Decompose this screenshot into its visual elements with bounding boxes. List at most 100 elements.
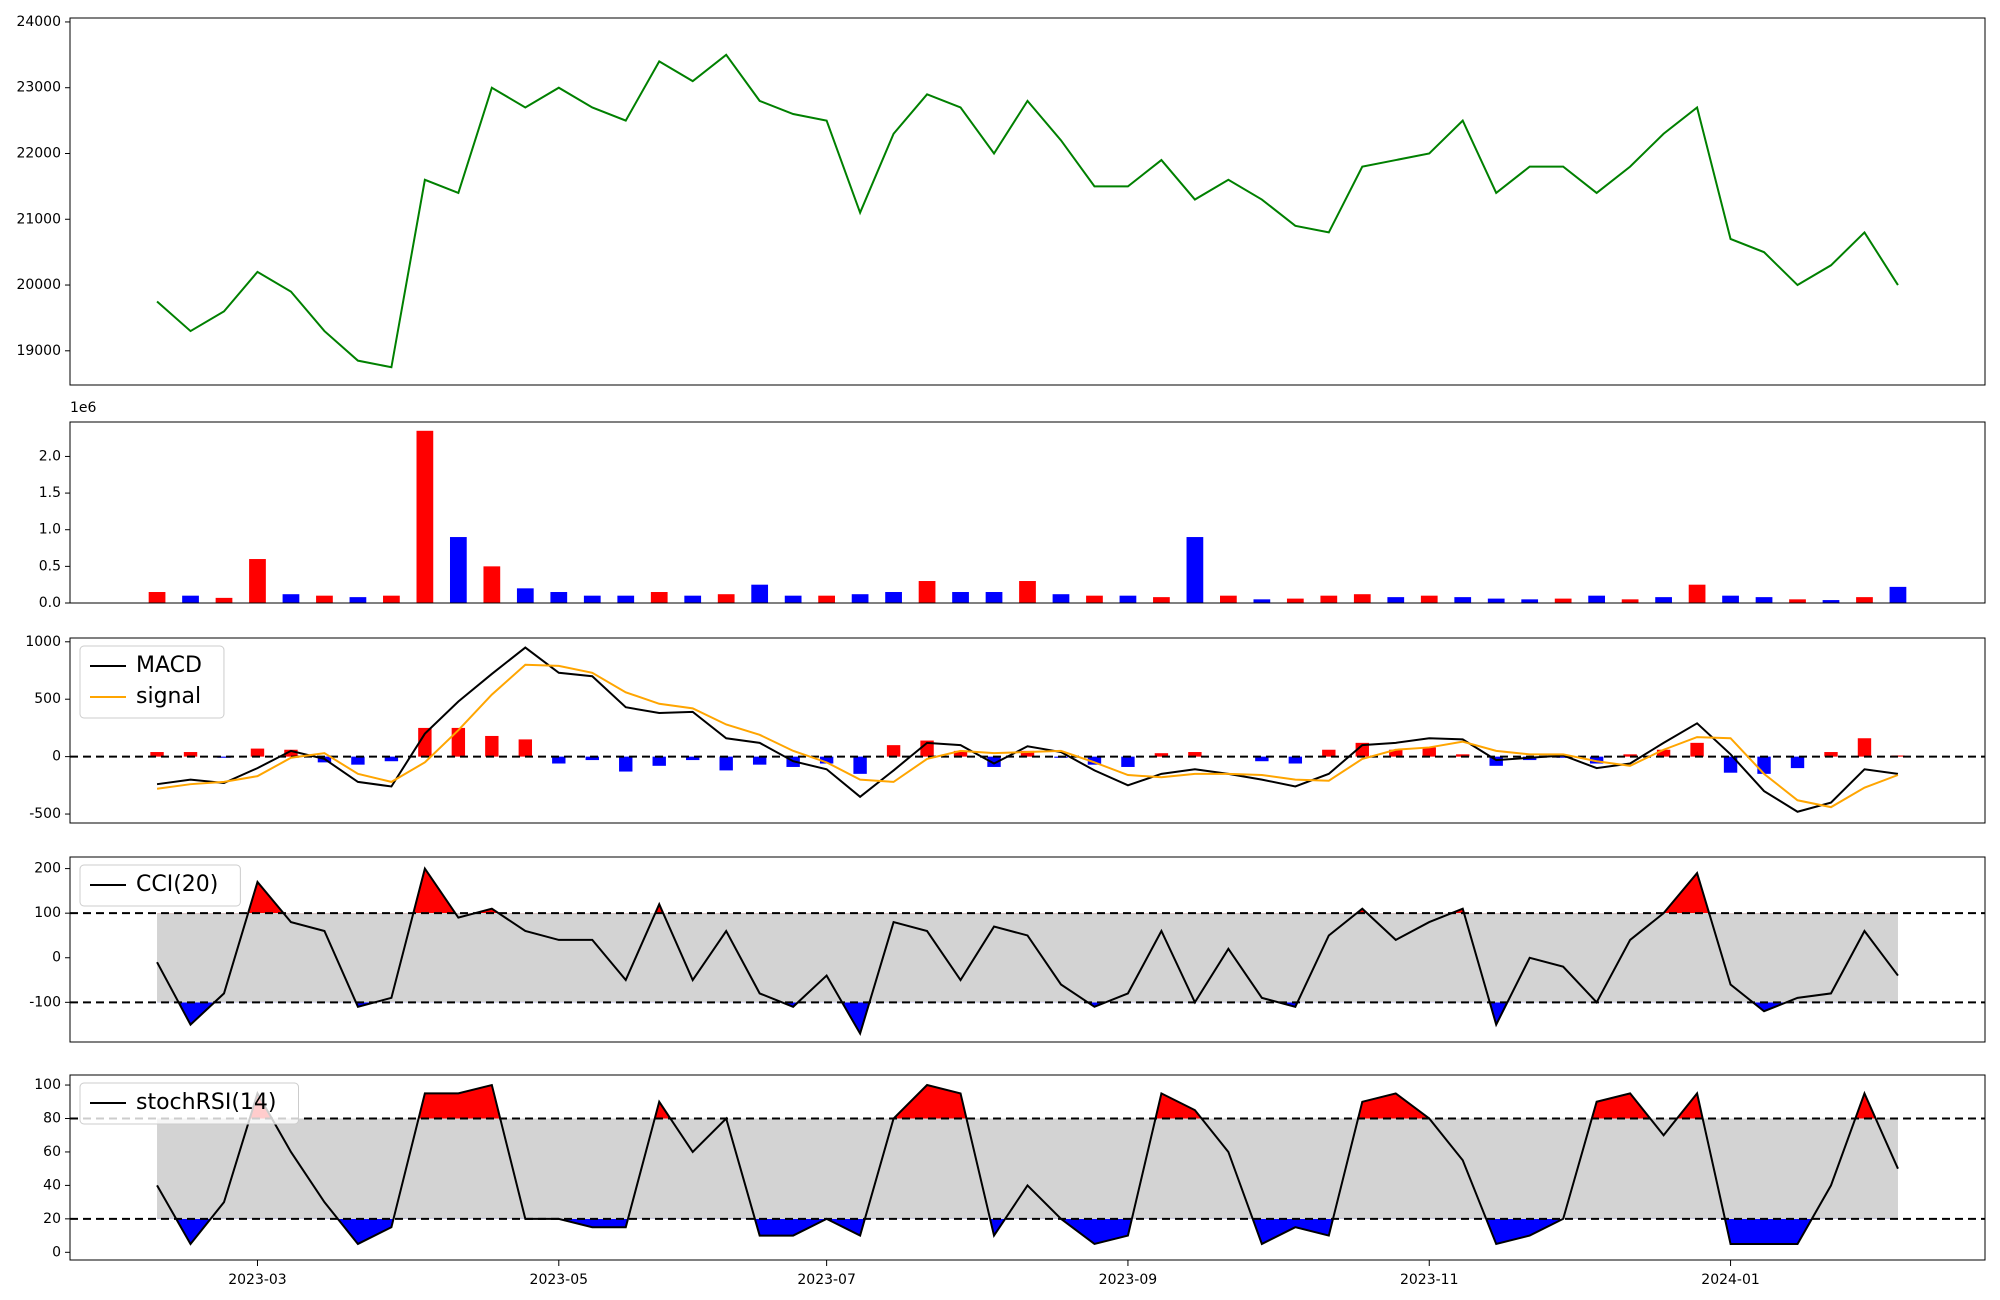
volume-bar (1789, 599, 1806, 603)
volume-bar (1186, 537, 1204, 603)
histogram-bar (1355, 742, 1369, 757)
histogram-bar (585, 756, 599, 761)
volume-bar (818, 595, 835, 603)
series-line (156, 646, 1899, 813)
y-tick-label: 200 (34, 861, 61, 877)
histogram-bar (418, 727, 432, 757)
legend-box (79, 1082, 299, 1125)
volume-bar (1387, 597, 1405, 603)
histogram-bar (217, 756, 231, 758)
y-tick-label: 0 (52, 950, 61, 966)
histogram-bar (1824, 752, 1838, 757)
histogram-bar (485, 735, 499, 757)
histogram-bar (1790, 756, 1805, 769)
volume-bar (1454, 597, 1472, 603)
volume-bar (985, 592, 1003, 603)
volume-bar (1688, 584, 1706, 603)
volume-bar (516, 588, 534, 603)
y-tick-label: 0 (52, 1244, 61, 1260)
x-tick-label: 2024-01 (1701, 1272, 1760, 1288)
histogram-bar (1690, 742, 1704, 757)
volume-bar (1253, 599, 1271, 603)
histogram-bar (1020, 750, 1035, 757)
y-tick-label: 100 (34, 1077, 61, 1093)
histogram-bar (1154, 753, 1169, 757)
legend-label: signal (136, 684, 201, 709)
histogram-bar (351, 756, 365, 765)
volume-bar (1655, 597, 1672, 603)
volume-bar (1856, 597, 1873, 603)
volume-bar (885, 592, 902, 603)
legend-box (79, 864, 241, 907)
y-tick-label: 20 (43, 1211, 61, 1227)
histogram-bar (1723, 756, 1738, 773)
histogram-bar (1456, 754, 1470, 757)
histogram-bar (518, 739, 533, 757)
axis-offset-label: 1e6 (70, 400, 97, 416)
volume-bar (449, 537, 467, 603)
volume-bar (215, 597, 233, 603)
histogram-bar (719, 756, 733, 771)
volume-bar (1822, 600, 1840, 603)
histogram-bar (451, 727, 466, 757)
histogram-bar (1589, 756, 1604, 764)
y-tick-label: 23000 (16, 80, 61, 96)
volume-bar (1722, 595, 1739, 603)
volume-bar (282, 594, 300, 603)
volume-bar (952, 592, 969, 603)
y-tick-label: 500 (34, 691, 61, 707)
histogram-bar (886, 745, 901, 757)
series-line (156, 1083, 1899, 1246)
volume-bar (1521, 599, 1539, 603)
x-tick-label: 2023-07 (797, 1272, 856, 1288)
volume-bar (784, 595, 802, 603)
volume-bar (717, 594, 735, 603)
volume-bar (148, 592, 166, 603)
histogram-bar (819, 756, 834, 764)
histogram-bar (1121, 756, 1135, 767)
threshold-band (157, 1118, 1898, 1219)
legend: MACD signal (79, 645, 225, 719)
histogram-bar (853, 756, 867, 774)
histogram-bar (752, 756, 767, 765)
legend-label: MACD (136, 653, 202, 678)
legend-box (79, 645, 225, 719)
volume-bar (918, 581, 936, 603)
volume-bar (684, 595, 702, 603)
volume-bar (1889, 586, 1907, 603)
histogram-bar (150, 752, 164, 757)
panel-frame (69, 17, 1986, 386)
volume-bar (1220, 595, 1237, 603)
x-tick-label: 2023-09 (1099, 1272, 1158, 1288)
volume-bar (1286, 598, 1304, 603)
series-line (156, 663, 1899, 809)
histogram-bar (686, 756, 700, 761)
threshold-band (157, 913, 1898, 1003)
histogram-bar (1623, 754, 1637, 757)
volume-bar (1755, 597, 1773, 603)
y-tick-label: -500 (29, 806, 61, 822)
volume-bar (650, 592, 668, 603)
histogram-bar (284, 749, 298, 757)
y-tick-label: 40 (43, 1177, 61, 1193)
y-tick-label: 80 (43, 1110, 61, 1126)
panel-frame (69, 1074, 1986, 1261)
legend: CCI(20) (79, 864, 241, 907)
volume-bar (1420, 595, 1438, 603)
histogram-bar (1389, 749, 1403, 757)
volume-bar (1487, 598, 1505, 603)
oversold-fill (157, 1218, 1898, 1244)
histogram-bar (384, 756, 399, 762)
y-tick-label: -100 (29, 994, 61, 1010)
histogram-bar (250, 748, 265, 757)
x-tick-label: 2023-05 (530, 1272, 589, 1288)
y-tick-label: 1000 (25, 634, 61, 650)
y-tick-label: 0.5 (39, 558, 61, 574)
volume-bar (1554, 598, 1572, 603)
panel-frame (69, 637, 1986, 824)
y-tick-label: 24000 (16, 14, 61, 30)
volume-bar (416, 430, 434, 603)
legend-label: CCI(20) (136, 872, 218, 897)
volume-bar (1588, 595, 1606, 603)
